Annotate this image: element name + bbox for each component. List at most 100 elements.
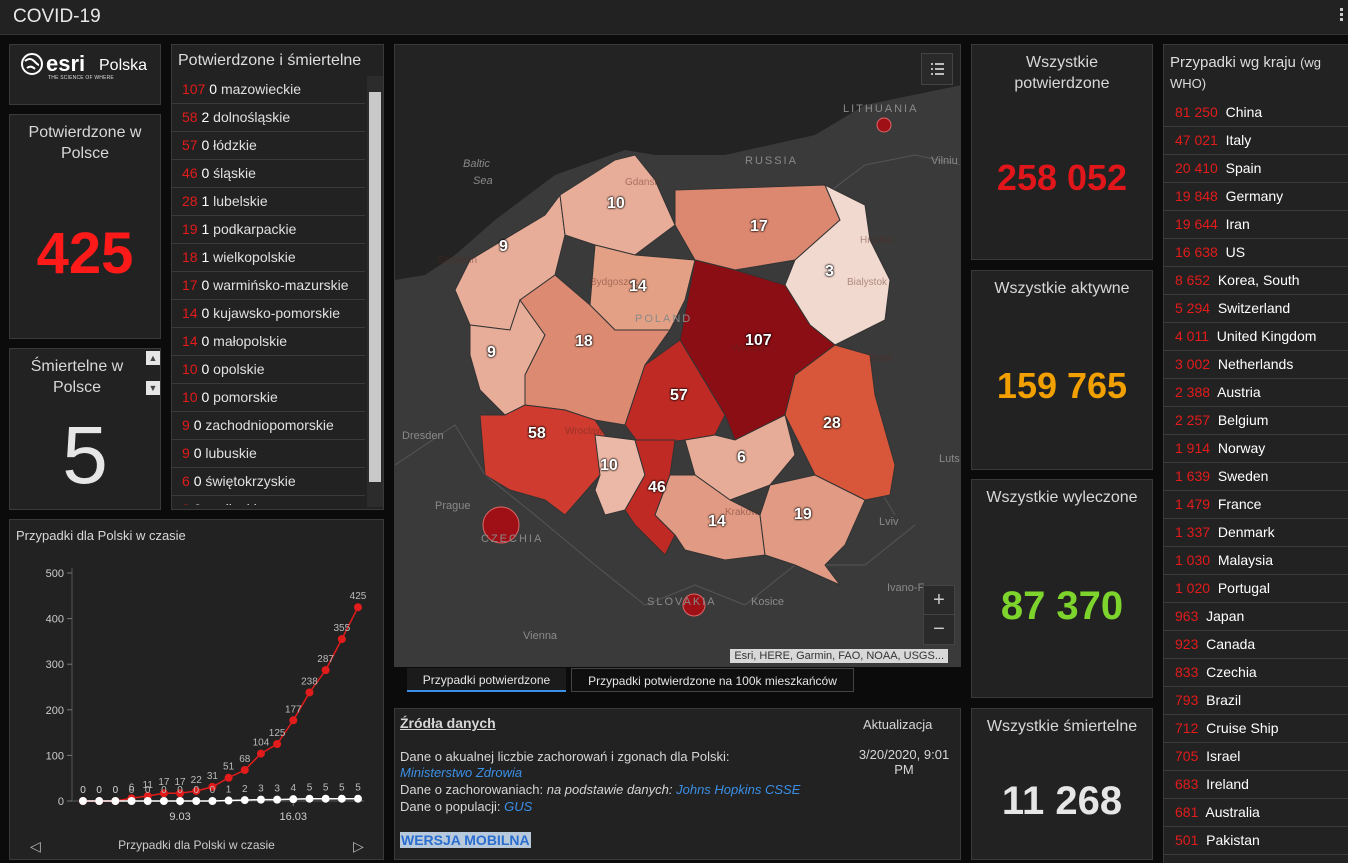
chart-panel: Przypadki dla Polski w czasie 0 100 200 300… — [9, 519, 384, 860]
country-row[interactable]: 16 638 US — [1164, 239, 1348, 267]
regions-list[interactable]: 107 0 mazowieckie 58 2 dolnośląskie 57 0 ł… — [172, 76, 365, 505]
country-row[interactable]: 923 Canada — [1164, 631, 1348, 659]
chevron-right-icon[interactable]: ▷ — [353, 838, 364, 854]
country-row[interactable]: 5 294 Switzerland — [1164, 295, 1348, 323]
zoom-out-button[interactable]: − — [933, 618, 945, 640]
region-cases: 10 — [182, 361, 198, 377]
series-point — [256, 795, 265, 804]
series-point — [224, 773, 233, 782]
country-cases: 19 644 — [1175, 216, 1218, 232]
country-row[interactable]: 1 030 Malaysia — [1164, 547, 1348, 575]
countries-list[interactable]: 81 250 China 47 021 Italy 20 410 Spain 19 8… — [1164, 99, 1348, 863]
countries-panel: Przypadki wg kraju (wg WHO) 81 250 China… — [1163, 44, 1348, 863]
map-view[interactable]: LITHUANIA RUSSIA Vilniu Baltic Sea Dresden Pra… — [394, 44, 961, 667]
country-row[interactable]: 501 Pakistan — [1164, 827, 1348, 855]
map-label: Vienna — [523, 630, 558, 642]
country-row[interactable]: 681 Australia — [1164, 799, 1348, 827]
series-point — [289, 795, 298, 804]
scroll-down-icon[interactable]: ▼ — [146, 381, 160, 395]
country-row[interactable]: 1 337 Denmark — [1164, 519, 1348, 547]
region-row[interactable]: 58 2 dolnośląskie — [172, 104, 365, 132]
country-row[interactable]: 19 644 Iran — [1164, 211, 1348, 239]
series-point — [79, 797, 87, 805]
series-point — [289, 716, 298, 725]
country-cases: 683 — [1175, 776, 1199, 792]
region-name: podkarpackie — [213, 221, 297, 237]
country-cases: 712 — [1175, 720, 1199, 736]
poland-choropleth-map[interactable] — [395, 45, 961, 667]
country-row[interactable]: 793 Brazil — [1164, 687, 1348, 715]
country-name: Belgium — [1217, 412, 1269, 428]
region-cases: 18 — [182, 249, 198, 265]
country-row[interactable]: 833 Czechia — [1164, 659, 1348, 687]
mobile-version-link[interactable]: WERSJA MOBILNA — [400, 832, 531, 848]
region-row[interactable]: 14 0 małopolskie — [172, 328, 365, 356]
region-row[interactable]: 19 1 podkarpackie — [172, 216, 365, 244]
region-row[interactable]: 9 0 zachodniopomorskie — [172, 412, 365, 440]
legend-list-icon[interactable] — [921, 53, 953, 85]
region-row[interactable]: 3 0 podlaskie — [172, 496, 365, 505]
country-name: Japan — [1206, 608, 1245, 624]
region-row[interactable]: 10 0 pomorskie — [172, 384, 365, 412]
country-row[interactable]: 683 Ireland — [1164, 771, 1348, 799]
chart-title: Przypadki dla Polski w czasie — [16, 528, 186, 543]
country-cases: 963 — [1175, 608, 1199, 624]
scroll-up-icon[interactable]: ▲ — [146, 351, 160, 365]
region-name: warmińsko-mazurskie — [213, 277, 349, 293]
data-label: 5 — [323, 783, 329, 794]
country-row[interactable]: 712 Cruise Ship — [1164, 715, 1348, 743]
more-menu-icon[interactable] — [1340, 6, 1344, 23]
tab-confirmed[interactable]: Przypadki potwierdzone — [407, 668, 566, 692]
link-johns-hopkins[interactable]: Johns Hopkins CSSE — [676, 782, 801, 797]
chevron-left-icon[interactable]: ◁ — [30, 838, 41, 854]
series-point — [95, 797, 104, 805]
country-row[interactable]: 1 639 Sweden — [1164, 463, 1348, 491]
tab-confirmed-per-100k[interactable]: Przypadki potwierdzone na 100k mieszkańc… — [571, 668, 854, 692]
region-row[interactable]: 107 0 mazowieckie — [172, 76, 365, 104]
region-row[interactable]: 6 0 świętokrzyskie — [172, 468, 365, 496]
country-row[interactable]: 963 Japan — [1164, 603, 1348, 631]
region-deaths: 0 — [201, 361, 210, 377]
country-row[interactable]: 47 021 Italy — [1164, 127, 1348, 155]
country-row[interactable]: 2 388 Austria — [1164, 379, 1348, 407]
link-ministerstwo-zdrowia[interactable]: Ministerstwo Zdrowia — [400, 765, 523, 780]
country-row[interactable]: 20 410 Spain — [1164, 155, 1348, 183]
map-label: Krakow — [725, 507, 759, 518]
x-tick-label: 9.03 — [169, 811, 190, 823]
y-tick-label: 400 — [46, 614, 64, 626]
country-cases: 501 — [1175, 832, 1199, 848]
region-name: lubuskie — [205, 445, 257, 461]
region-row[interactable]: 46 0 śląskie — [172, 160, 365, 188]
region-row[interactable]: 9 0 lubuskie — [172, 440, 365, 468]
regions-scroll-thumb[interactable] — [369, 92, 381, 482]
map-label: Ivano-Fr — [887, 582, 928, 594]
country-row[interactable]: 1 020 Portugal — [1164, 575, 1348, 603]
region-row[interactable]: 28 1 lubelskie — [172, 188, 365, 216]
country-row[interactable]: 1 479 France — [1164, 491, 1348, 519]
map-region-value: 46 — [648, 479, 666, 496]
link-gus[interactable]: GUS — [504, 799, 533, 814]
country-row[interactable]: 2 257 Belgium — [1164, 407, 1348, 435]
region-row[interactable]: 10 0 opolskie — [172, 356, 365, 384]
country-row[interactable]: 705 Israel — [1164, 743, 1348, 771]
country-row[interactable]: 4 011 United Kingdom — [1164, 323, 1348, 351]
data-label: 17 — [158, 777, 170, 788]
region-row[interactable]: 17 0 warmińsko-mazurskie — [172, 272, 365, 300]
country-row[interactable]: 1 914 Norway — [1164, 435, 1348, 463]
region-row[interactable]: 18 1 wielkopolskie — [172, 244, 365, 272]
country-row[interactable]: 19 848 Germany — [1164, 183, 1348, 211]
data-label: 51 — [223, 762, 235, 773]
region-row[interactable]: 57 0 łódzkie — [172, 132, 365, 160]
country-row[interactable]: 3 002 Netherlands — [1164, 351, 1348, 379]
country-row[interactable]: 81 250 China — [1164, 99, 1348, 127]
regions-scrollbar[interactable] — [367, 76, 383, 507]
region-row[interactable]: 14 0 kujawsko-pomorskie — [172, 300, 365, 328]
country-name: Germany — [1225, 188, 1284, 204]
countries-title-text: Przypadki wg kraju — [1170, 54, 1296, 71]
country-row[interactable]: 8 652 Korea, South — [1164, 267, 1348, 295]
map-label: Hrodna — [860, 235, 893, 246]
sources-title: Źródła danych — [400, 715, 496, 731]
map-attribution[interactable]: Esri, HERE, Garmin, FAO, NOAA, USGS... — [730, 649, 948, 663]
zoom-in-button[interactable]: + — [924, 586, 954, 615]
data-label: 0 — [177, 785, 183, 796]
